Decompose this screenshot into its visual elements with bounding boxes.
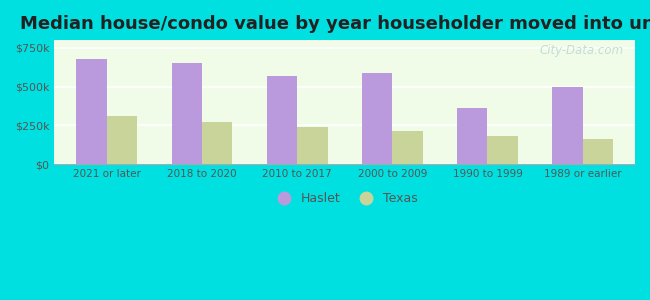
Bar — [297, 127, 328, 164]
Bar — [457, 108, 488, 164]
Bar — [107, 116, 137, 164]
Bar — [202, 122, 233, 164]
Bar — [362, 73, 393, 164]
Title: Median house/condo value by year householder moved into unit: Median house/condo value by year househo… — [20, 15, 650, 33]
Bar — [488, 136, 518, 164]
Text: City-Data.com: City-Data.com — [540, 44, 623, 57]
Bar — [393, 131, 422, 164]
Bar — [76, 59, 107, 164]
Bar — [552, 87, 582, 164]
Bar — [582, 140, 613, 164]
Bar — [266, 76, 297, 164]
Legend: Haslet, Texas: Haslet, Texas — [266, 187, 423, 210]
Bar — [172, 63, 202, 164]
